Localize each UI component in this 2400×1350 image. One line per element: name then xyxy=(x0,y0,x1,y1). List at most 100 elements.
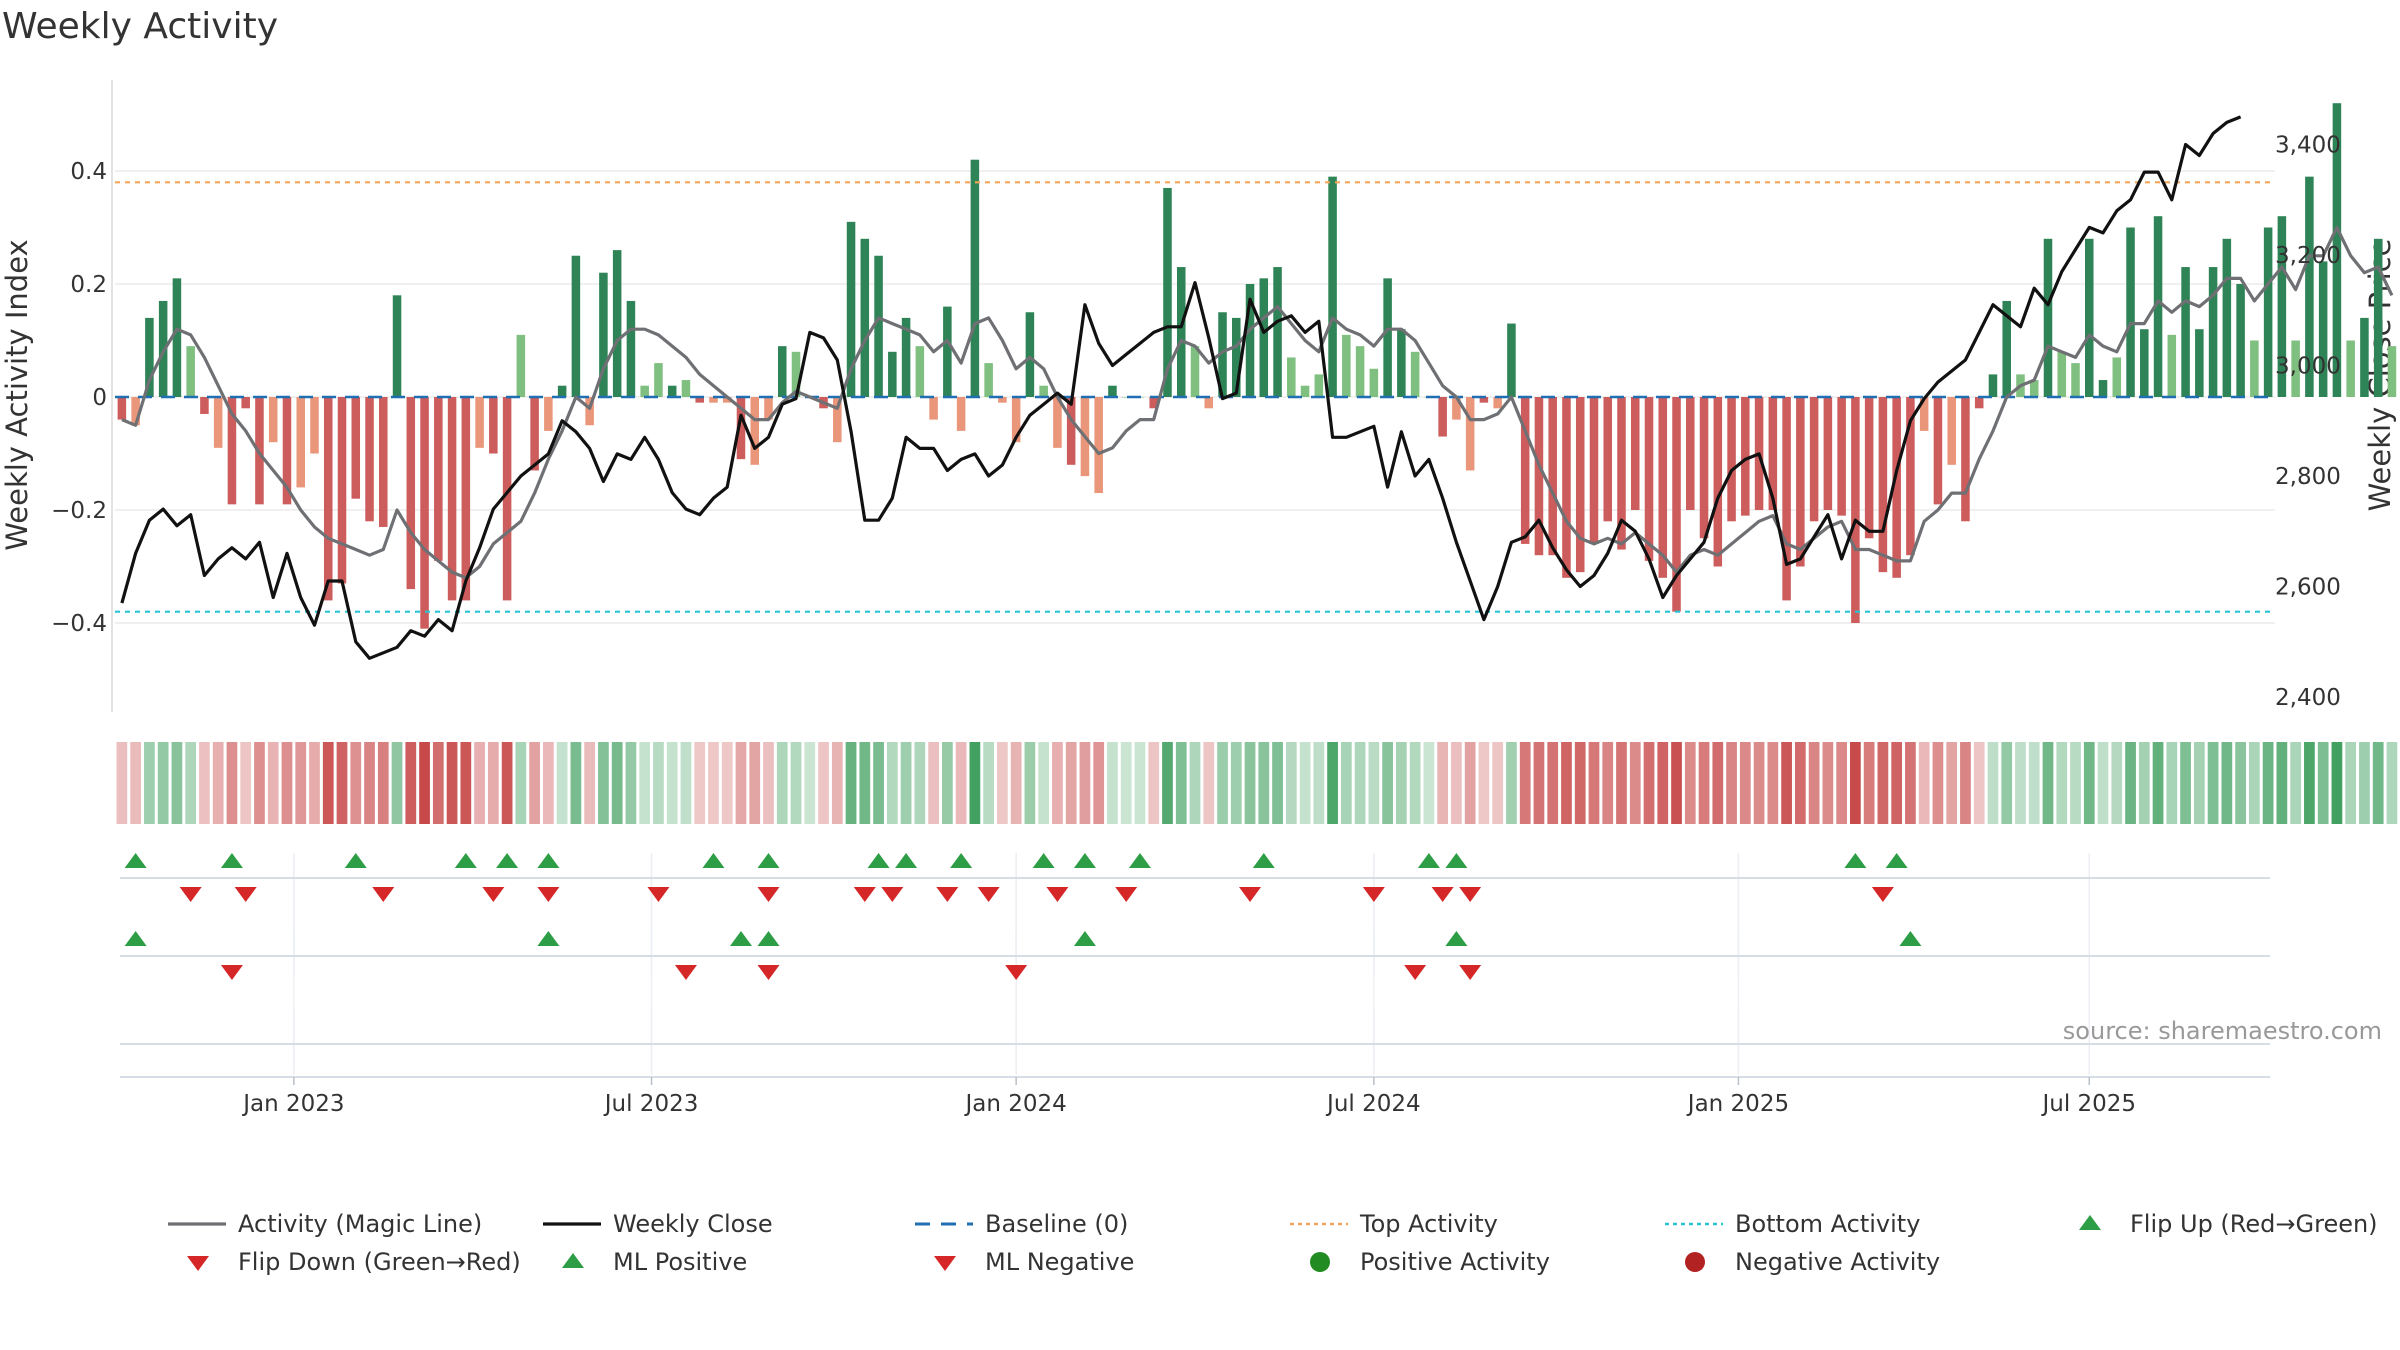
activity-bar xyxy=(1699,397,1709,539)
heat-cell xyxy=(1946,742,1958,824)
heat-cell xyxy=(1739,742,1751,824)
heat-cell xyxy=(2042,742,2054,824)
heat-cell xyxy=(2015,742,2026,824)
heat-cell xyxy=(281,742,293,824)
heat-cell xyxy=(2372,742,2384,824)
activity-bar xyxy=(1452,397,1461,420)
activity-bar xyxy=(736,397,746,460)
legend-label: Flip Down (Green→Red) xyxy=(238,1248,521,1276)
flip-up-marker xyxy=(344,853,367,868)
flip-up-marker xyxy=(1885,853,1908,868)
heat-cell xyxy=(941,742,953,824)
activity-bar xyxy=(1768,397,1778,510)
activity-bar xyxy=(213,397,223,448)
heat-cell xyxy=(2152,742,2164,824)
flip-down-marker xyxy=(179,887,202,902)
x-tick-label: Jul 2025 xyxy=(2040,1091,2136,1117)
heat-cell xyxy=(1340,742,1352,824)
heat-cell xyxy=(900,742,912,824)
heat-cell xyxy=(1794,742,1806,824)
x-tick-label: Jan 2023 xyxy=(241,1091,344,1117)
heat-cell xyxy=(1162,742,1173,824)
activity-bar xyxy=(1864,397,1874,539)
activity-bar xyxy=(1947,397,1956,465)
activity-bar xyxy=(929,397,938,420)
activity-bar xyxy=(709,397,718,403)
activity-bar xyxy=(681,380,691,397)
heat-cell xyxy=(1258,742,1270,824)
heat-cell xyxy=(694,742,706,824)
activity-bar xyxy=(1589,397,1599,544)
activity-bar xyxy=(984,363,993,397)
activity-bar xyxy=(2140,329,2149,397)
heat-cell xyxy=(116,742,128,824)
legend-label: Baseline (0) xyxy=(985,1210,1128,1238)
heat-cell xyxy=(185,742,197,824)
activity-bar xyxy=(351,397,361,499)
heat-cell xyxy=(2386,742,2398,824)
heat-cell xyxy=(130,742,141,824)
legend-label: Activity (Magic Line) xyxy=(238,1210,482,1238)
heat-cell xyxy=(584,742,596,824)
activity-bar xyxy=(1713,397,1723,567)
legend-swatch-circle xyxy=(1310,1252,1330,1272)
heat-cell xyxy=(1148,742,1160,824)
ml-negative-marker xyxy=(220,965,243,980)
heat-cell xyxy=(157,742,169,824)
y-tick-label-left: −0.2 xyxy=(51,498,107,524)
activity-bar xyxy=(200,397,209,414)
activity-bar xyxy=(2112,357,2122,397)
activity-bar xyxy=(117,397,127,420)
heat-cell xyxy=(171,742,183,824)
activity-bar xyxy=(1878,397,1888,573)
legend-item: Weekly Close xyxy=(543,1210,773,1238)
heat-cell xyxy=(680,742,692,824)
activity-bar xyxy=(2195,329,2204,397)
activity-bar xyxy=(1163,187,1172,397)
heat-cell xyxy=(419,742,430,824)
flip-down-marker xyxy=(234,887,257,902)
activity-bar xyxy=(1025,312,1035,397)
flip-down-marker xyxy=(881,887,904,902)
heat-cell xyxy=(2125,742,2136,824)
activity-bar xyxy=(667,385,677,397)
activity-bar xyxy=(2002,300,2011,397)
activity-bar xyxy=(1741,397,1750,516)
heat-cell xyxy=(1932,742,1944,824)
heat-cell xyxy=(708,742,719,824)
activity-bar xyxy=(337,397,347,584)
heat-cell xyxy=(2180,742,2191,824)
activity-bar xyxy=(2071,363,2080,397)
heat-cell xyxy=(1464,742,1476,824)
legend-label: ML Negative xyxy=(985,1248,1134,1276)
heat-cell xyxy=(336,742,348,824)
heat-cell xyxy=(2331,742,2343,824)
activity-bar xyxy=(1245,284,1255,397)
legend-item: Flip Down (Green→Red) xyxy=(187,1248,521,1276)
heat-cell xyxy=(1891,742,1903,824)
heat-cell xyxy=(1134,742,1146,824)
heat-cell xyxy=(295,742,307,824)
activity-bar xyxy=(2305,176,2314,397)
y-tick-label-right: 3,400 xyxy=(2275,133,2341,159)
flip-marker-panels xyxy=(120,853,2270,1078)
activity-bar xyxy=(2263,227,2273,397)
heat-cell xyxy=(1079,742,1091,824)
activity-bar xyxy=(544,397,553,431)
heat-cell xyxy=(790,742,802,824)
activity-bar xyxy=(1961,397,1970,522)
activity-bar xyxy=(1630,397,1640,510)
activity-bar xyxy=(530,397,539,471)
activity-bar xyxy=(695,397,704,403)
ml-negative-marker xyxy=(1404,965,1427,980)
heat-cell xyxy=(1616,742,1627,824)
activity-bar xyxy=(227,397,237,505)
heat-cell xyxy=(322,742,334,824)
heat-cell xyxy=(721,742,733,824)
heat-cell xyxy=(1189,742,1201,824)
heat-cell xyxy=(364,742,375,824)
activity-bar xyxy=(1287,357,1296,397)
activity-bar xyxy=(434,397,443,561)
activity-bar xyxy=(2387,346,2397,397)
